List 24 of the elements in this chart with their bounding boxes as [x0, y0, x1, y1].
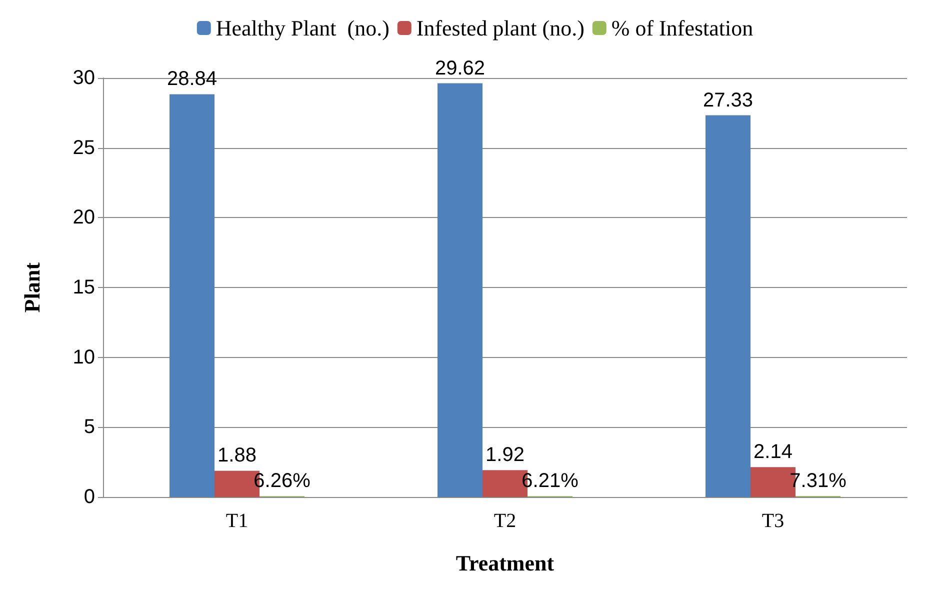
data-label: 2.14	[754, 441, 792, 464]
y-tick-label: 20	[72, 206, 95, 229]
y-tick-label: 0	[84, 486, 95, 508]
data-label: 28.84	[166, 68, 218, 90]
y-tick-label: 5	[84, 416, 95, 438]
y-tick-label: 15	[72, 276, 95, 298]
data-label: 27.33	[702, 89, 754, 112]
y-axis-title: Plant	[20, 262, 44, 313]
data-label: 29.62	[434, 57, 486, 80]
y-tick-label: 10	[72, 346, 95, 368]
x-tick-label: T2	[494, 510, 516, 532]
y-tick-label: 25	[72, 136, 95, 159]
legend-label: Healthy Plant (no.)	[216, 16, 390, 40]
bar	[438, 83, 482, 497]
legend-label: Infested plant (no.)	[416, 16, 584, 40]
data-label: 1.92	[486, 444, 524, 466]
x-axis-title: Treatment	[456, 550, 555, 576]
x-tick-label: T1	[226, 510, 248, 532]
bar	[706, 115, 750, 497]
x-tick-label: T3	[762, 510, 784, 532]
data-label: 1.88	[218, 444, 256, 467]
y-tick-label: 30	[72, 67, 95, 89]
legend-label: % of Infestation	[611, 16, 754, 40]
bar	[170, 94, 214, 497]
